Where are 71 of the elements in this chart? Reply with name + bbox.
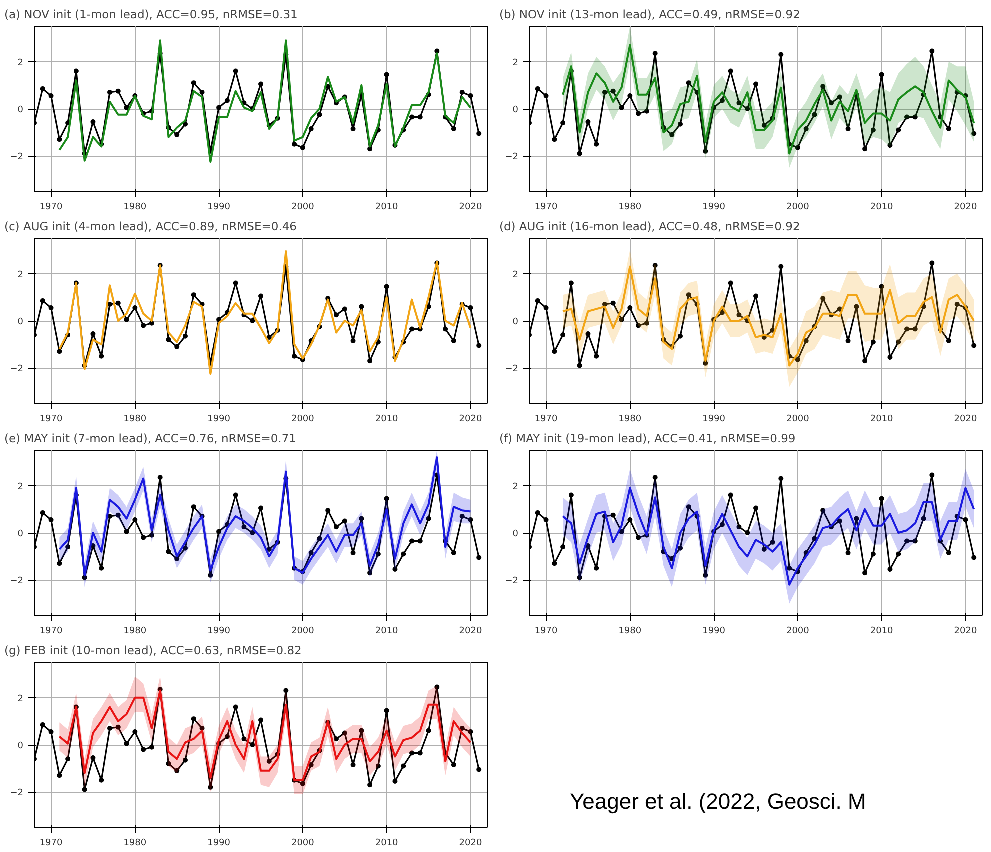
x-tick-label: 1990: [208, 202, 231, 212]
x-tick-label: 2020: [954, 626, 978, 636]
x-tick-label: 2020: [954, 414, 978, 424]
y-tick-label: −2: [10, 788, 24, 799]
chart-title: (b) NOV init (13-mon lead), ACC=0.49, nRMSE=0.92: [500, 8, 800, 22]
x-tick-label: 2000: [291, 626, 315, 636]
y-tick-label: −2: [505, 152, 519, 163]
chart-title: (g) FEB init (10-mon lead), ACC=0.63, nRMSE=0.82: [4, 644, 302, 658]
y-tick-label: 0: [18, 106, 24, 116]
y-tick-label: 0: [18, 530, 24, 540]
x-tick-label: 2000: [291, 202, 315, 212]
x-tick-label: 1980: [618, 202, 642, 212]
y-tick-label: 2: [512, 482, 519, 492]
x-tick-label: 1970: [534, 626, 558, 636]
y-tick-label: 2: [18, 58, 24, 68]
x-tick-label: 2020: [459, 202, 482, 212]
x-tick-label: 1990: [702, 414, 726, 424]
x-tick-label: 1970: [40, 626, 64, 636]
x-tick-label: 1990: [702, 202, 726, 212]
x-tick-label: 1980: [124, 414, 147, 424]
x-tick-label: 2010: [375, 626, 399, 636]
x-tick-label: 1970: [534, 414, 558, 424]
x-tick-label: 1980: [618, 414, 642, 424]
x-tick-label: 1980: [124, 838, 147, 848]
x-tick-label: 1980: [124, 202, 147, 212]
y-tick-label: −2: [10, 576, 24, 587]
chart-title: (e) MAY init (7-mon lead), ACC=0.76, nRMSE=0.71: [4, 432, 296, 446]
x-tick-label: 2000: [291, 838, 315, 848]
chart-title: (f) MAY init (19-mon lead), ACC=0.41, nRMSE=0.99: [500, 432, 796, 446]
y-tick-label: 0: [18, 318, 24, 328]
y-tick-label: −2: [505, 364, 519, 375]
x-tick-label: 2010: [375, 838, 399, 848]
x-tick-label: 1980: [124, 626, 147, 636]
x-tick-label: 1970: [40, 838, 64, 848]
x-tick-label: 2010: [870, 626, 894, 636]
chart-title: (c) AUG init (4-mon lead), ACC=0.89, nRMSE=0.46: [4, 220, 297, 234]
x-tick-label: 2020: [954, 202, 978, 212]
x-tick-label: 2020: [459, 838, 482, 848]
y-tick-label: 2: [512, 58, 519, 68]
x-tick-label: 2000: [786, 202, 810, 212]
chart-title: (a) NOV init (1-mon lead), ACC=0.95, nRMSE=0.31: [4, 8, 298, 22]
y-tick-label: 0: [512, 530, 519, 540]
x-tick-label: 2020: [459, 626, 482, 636]
x-tick-label: 2010: [375, 414, 399, 424]
y-tick-label: −2: [10, 152, 24, 163]
x-tick-label: 2010: [375, 202, 399, 212]
x-tick-label: 2000: [786, 414, 810, 424]
x-tick-label: 1990: [208, 414, 231, 424]
y-tick-label: 0: [512, 106, 519, 116]
y-tick-label: 0: [512, 318, 519, 328]
y-tick-label: 2: [18, 482, 24, 492]
chart-title: (d) AUG init (16-mon lead), ACC=0.48, nRMSE=0.92: [500, 220, 800, 234]
x-tick-label: 1970: [534, 202, 558, 212]
x-tick-label: 1970: [40, 202, 64, 212]
y-tick-label: 0: [18, 742, 24, 752]
x-tick-label: 2000: [786, 626, 810, 636]
x-tick-label: 1990: [702, 626, 726, 636]
y-tick-label: 2: [18, 270, 24, 280]
x-tick-label: 2000: [291, 414, 315, 424]
x-tick-label: 1980: [618, 626, 642, 636]
x-tick-label: 2010: [870, 202, 894, 212]
text: Yeager et al. (2022, Geosci. M: [570, 788, 866, 816]
x-tick-label: 2010: [870, 414, 894, 424]
y-tick-label: 2: [18, 694, 24, 704]
x-tick-label: 1970: [40, 414, 64, 424]
x-tick-label: 2020: [459, 414, 482, 424]
y-tick-label: −2: [505, 576, 519, 587]
x-tick-label: 1990: [208, 838, 231, 848]
x-tick-label: 1990: [208, 626, 231, 636]
y-tick-label: −2: [10, 364, 24, 375]
y-tick-label: 2: [512, 270, 519, 280]
